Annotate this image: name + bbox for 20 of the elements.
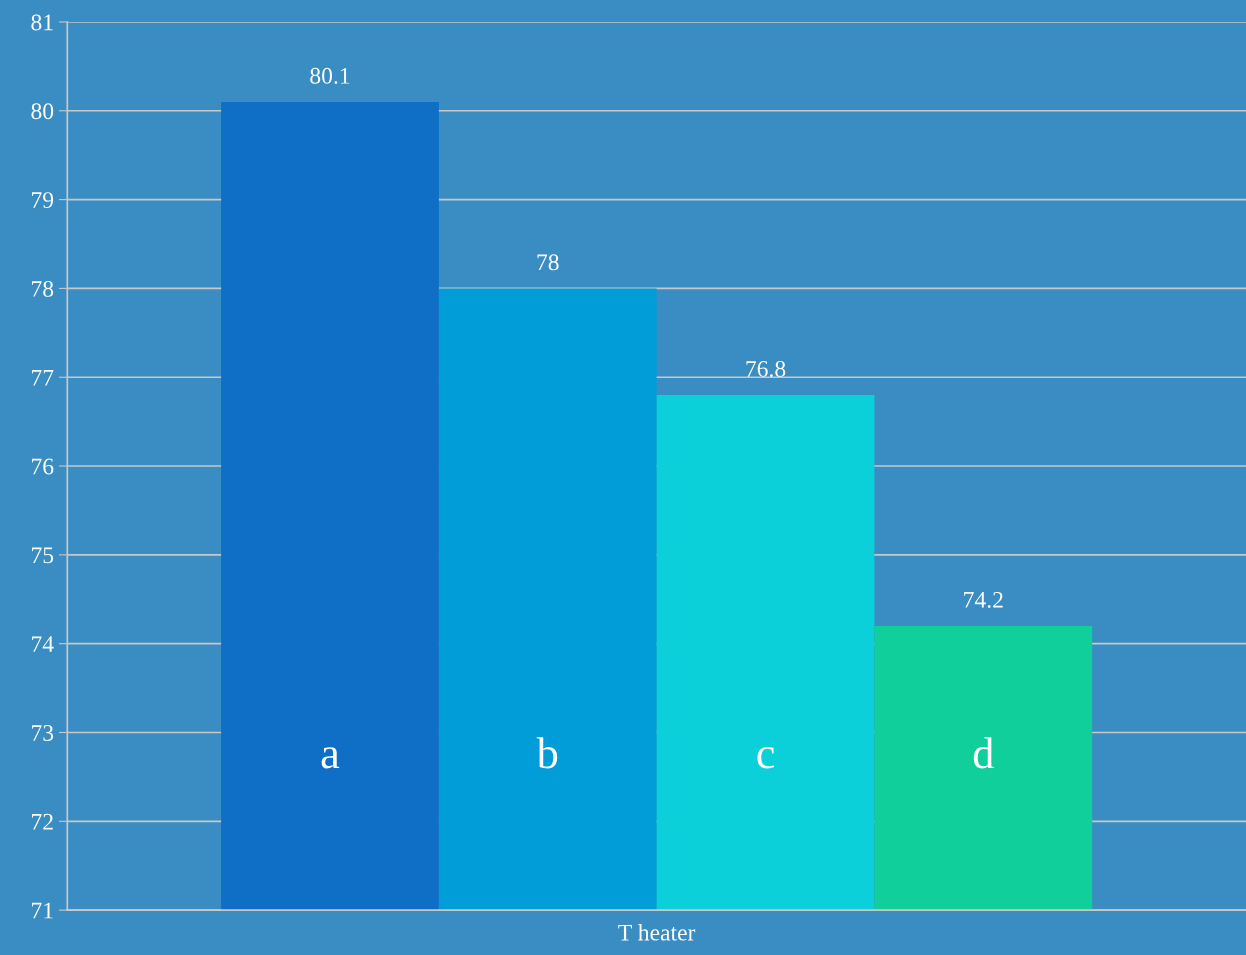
y-tick-label: 80: [31, 103, 54, 120]
y-tick-label: 76: [32, 458, 54, 475]
y-tick-label: 81: [31, 14, 53, 31]
y-tick-label: 75: [32, 547, 54, 564]
series-label: a: [321, 747, 340, 769]
y-tick-label: 77: [32, 369, 54, 386]
data-label: 76.8: [746, 360, 786, 377]
y-tick-label: 71: [32, 902, 53, 919]
data-label: 74.2: [964, 591, 1003, 608]
y-tick-label: 73: [32, 725, 54, 741]
y-tick-label: 79: [32, 192, 54, 209]
data-label: 78: [537, 254, 559, 271]
series-label: d: [973, 737, 994, 769]
x-tick-label: T heater: [618, 924, 696, 941]
y-tick-label: 78: [32, 280, 54, 297]
series-label: b: [536, 737, 558, 769]
data-label: 80.1: [310, 67, 350, 84]
y-tick-label: 72: [32, 813, 53, 830]
y-tick-label: 74: [32, 636, 54, 652]
series-label: c: [757, 747, 775, 769]
